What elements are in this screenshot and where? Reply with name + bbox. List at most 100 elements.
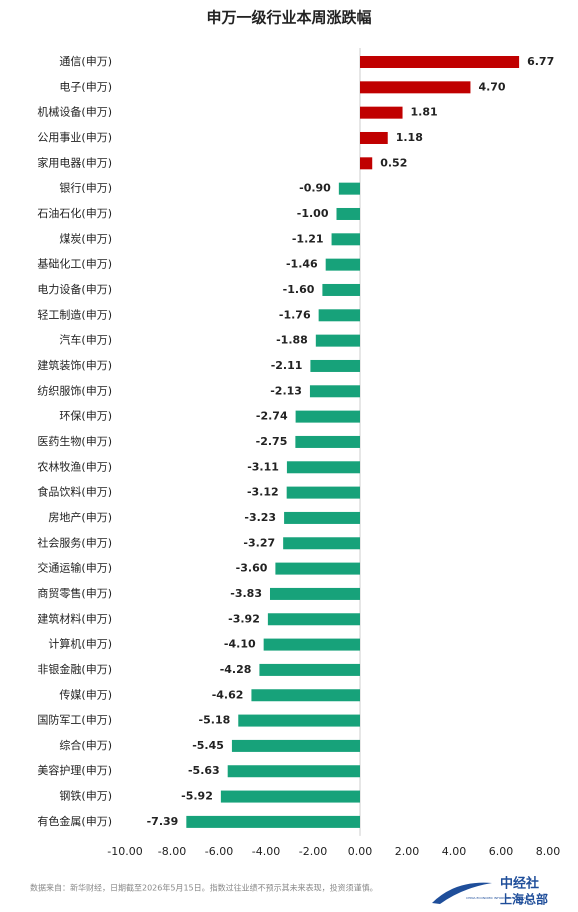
bar xyxy=(283,537,360,550)
value-label: -0.90 xyxy=(299,182,331,195)
bar xyxy=(284,511,360,524)
logo-mark xyxy=(432,882,492,904)
x-tick-label: -6.00 xyxy=(205,845,233,858)
value-label: -3.92 xyxy=(228,612,260,625)
bar xyxy=(267,613,360,626)
value-label: -3.83 xyxy=(230,587,262,600)
bar xyxy=(309,385,360,398)
logo-sub: 上海总部 xyxy=(500,892,548,907)
bar xyxy=(318,309,360,322)
value-label: -4.28 xyxy=(220,663,252,676)
bar xyxy=(186,815,360,828)
y-tick-label: 社会服务(申万) xyxy=(37,535,112,549)
value-label: -5.92 xyxy=(181,790,213,803)
y-tick-label: 食品饮料(申万) xyxy=(37,485,112,499)
y-tick-label: 纺织服饰(申万) xyxy=(37,383,112,397)
bar xyxy=(251,689,360,702)
value-label: -3.23 xyxy=(244,511,276,524)
source-note: 数据来自：新华财经，日期截至2026年5月15日。指数过往业绩不预示其未来表现，… xyxy=(30,883,378,893)
value-label: -5.18 xyxy=(199,714,231,727)
value-label: 1.81 xyxy=(411,106,438,119)
value-label: -1.21 xyxy=(292,232,324,245)
bar xyxy=(360,56,520,68)
value-label: -3.11 xyxy=(247,460,279,473)
chart-title: 申万一级行业本周涨跌幅 xyxy=(206,9,371,27)
value-label: 4.70 xyxy=(478,80,505,93)
x-tick-label: -10.00 xyxy=(107,845,142,858)
x-tick-label: -8.00 xyxy=(158,845,186,858)
x-tick-label: -4.00 xyxy=(252,845,280,858)
bar xyxy=(360,106,403,119)
y-tick-label: 银行(申万) xyxy=(59,181,112,195)
value-label: -4.10 xyxy=(224,638,256,651)
bar xyxy=(315,334,360,347)
y-tick-label: 医药生物(申万) xyxy=(37,434,112,448)
value-label: -1.76 xyxy=(279,308,311,321)
x-tick-label: 4.00 xyxy=(442,845,467,858)
value-label: -2.11 xyxy=(271,359,303,372)
y-tick-label: 汽车(申万) xyxy=(59,333,112,347)
bar xyxy=(295,410,360,423)
y-tick-label: 建筑装饰(申万) xyxy=(37,358,112,372)
logo: CHINA ECONOMIC INFORMATION SERVICE 中经社 上… xyxy=(432,876,548,907)
bar xyxy=(220,790,360,803)
value-label: -3.27 xyxy=(243,536,275,549)
y-tick-label: 非银金融(申万) xyxy=(37,662,112,676)
y-tick-label: 有色金属(申万) xyxy=(37,814,112,828)
y-tick-label: 通信(申万) xyxy=(59,55,112,68)
value-label: -5.45 xyxy=(192,739,224,752)
bar xyxy=(286,461,360,474)
y-tick-label: 综合(申万) xyxy=(59,738,112,752)
value-label: -5.63 xyxy=(188,764,220,777)
x-tick-label: 8.00 xyxy=(536,845,561,858)
bar xyxy=(336,207,360,220)
bar xyxy=(286,486,360,499)
y-tick-label: 轻工制造(申万) xyxy=(37,307,112,321)
bar xyxy=(322,283,360,296)
bar xyxy=(259,663,360,676)
y-tick-label: 煤炭(申万) xyxy=(59,232,112,245)
value-label: -2.13 xyxy=(270,384,302,397)
value-label: -4.62 xyxy=(212,688,244,701)
bar xyxy=(331,233,360,246)
logo-name: 中经社 xyxy=(500,876,539,892)
y-tick-label: 农林牧渔(申万) xyxy=(37,459,112,473)
y-tick-label: 交通运输(申万) xyxy=(37,561,112,575)
x-tick-label: -2.00 xyxy=(299,845,327,858)
value-label: -1.60 xyxy=(283,283,315,296)
bar xyxy=(310,359,360,372)
y-tick-label: 公用事业(申万) xyxy=(37,131,112,144)
y-tick-label: 石油石化(申万) xyxy=(37,206,112,220)
value-label: -1.00 xyxy=(297,207,329,220)
y-tick-label: 钢铁(申万) xyxy=(59,790,112,803)
y-tick-label: 电力设备(申万) xyxy=(37,282,112,296)
value-label: -1.88 xyxy=(276,334,308,347)
value-label: 0.52 xyxy=(380,156,407,169)
x-tick-label: 6.00 xyxy=(489,845,514,858)
bar xyxy=(295,435,360,448)
value-label: -2.75 xyxy=(256,435,288,448)
value-label: 6.77 xyxy=(527,55,554,68)
value-label: -2.74 xyxy=(256,410,288,423)
bar xyxy=(269,587,360,600)
y-tick-label: 房地产(申万) xyxy=(48,510,112,524)
y-tick-label: 国防军工(申万) xyxy=(37,713,112,727)
bar xyxy=(263,638,360,651)
y-tick-label: 机械设备(申万) xyxy=(37,105,112,119)
y-tick-label: 环保(申万) xyxy=(59,409,112,423)
logo-en: CHINA ECONOMIC INFORMATION SERVICE xyxy=(466,896,529,900)
value-label: -1.46 xyxy=(286,258,318,271)
y-tick-label: 基础化工(申万) xyxy=(37,257,112,271)
bar xyxy=(275,562,360,575)
value-label: -3.60 xyxy=(236,562,268,575)
y-tick-label: 建筑材料(申万) xyxy=(37,611,112,625)
bar xyxy=(325,258,360,271)
bar xyxy=(238,714,360,727)
y-tick-label: 传媒(申万) xyxy=(59,688,112,701)
value-label: -3.12 xyxy=(247,486,279,499)
bar xyxy=(360,157,373,170)
y-tick-label: 计算机(申万) xyxy=(48,637,112,651)
y-tick-label: 商贸零售(申万) xyxy=(37,586,112,600)
